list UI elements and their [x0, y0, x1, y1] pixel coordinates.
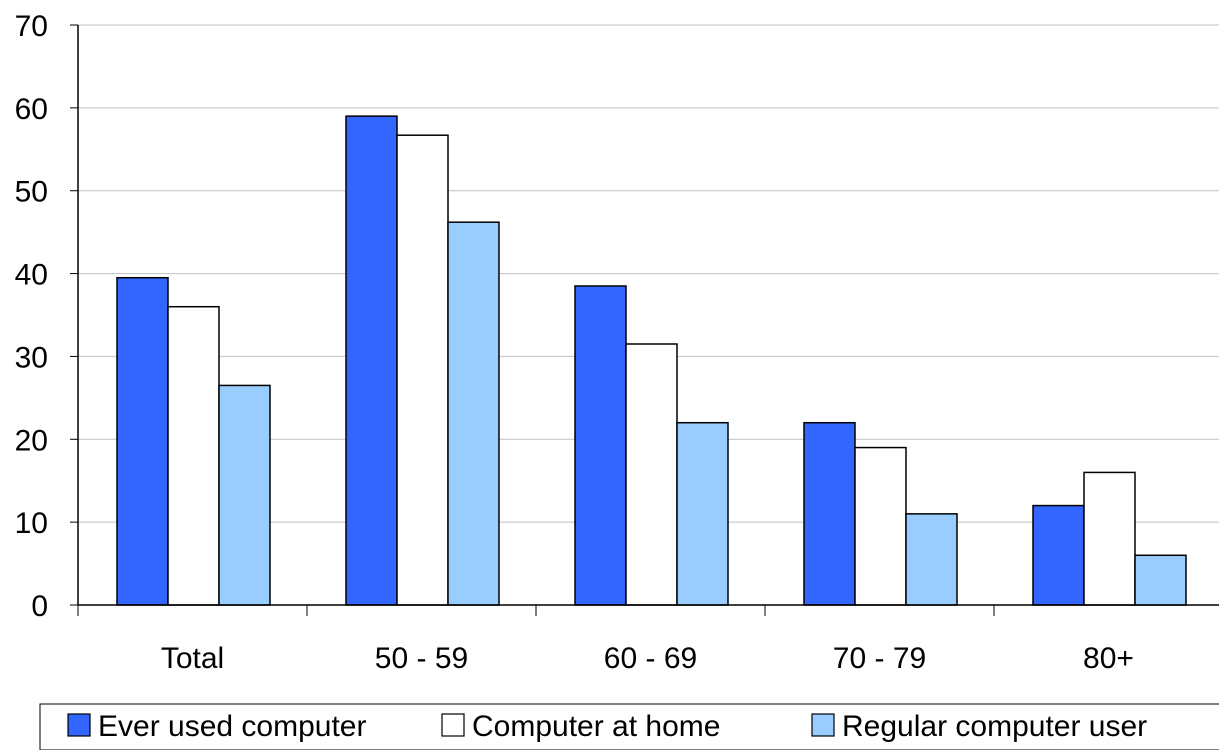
y-tick-label: 60 — [15, 93, 48, 126]
y-tick-label: 50 — [15, 176, 48, 209]
legend-swatch — [67, 713, 91, 737]
legend-frame — [39, 703, 1219, 750]
legend-label: Ever used computer — [98, 710, 366, 743]
bar-regular-computer-user-2 — [676, 421, 729, 606]
bar-regular-computer-user-3 — [905, 513, 958, 606]
y-axis-ticks: 0 10 20 30 40 50 60 70 — [15, 10, 78, 623]
bar-ever-used-computer-4 — [1032, 504, 1085, 606]
bar-regular-computer-user-0 — [218, 384, 271, 606]
legend-swatch — [441, 713, 465, 737]
bar-ever-used-computer-0 — [116, 276, 169, 606]
legend-label: Regular computer user — [842, 710, 1147, 743]
bar-computer-at-home-3 — [854, 446, 907, 606]
legend: Ever used computer Computer at home Regula… — [39, 703, 1219, 750]
x-tick-label: 80+ — [1083, 642, 1134, 675]
bar-computer-at-home-2 — [625, 343, 678, 606]
y-tick-label: 70 — [15, 10, 48, 43]
bar-ever-used-computer-1 — [345, 115, 398, 606]
bar-regular-computer-user-4 — [1134, 554, 1187, 606]
bar-ever-used-computer-2 — [574, 285, 627, 606]
y-tick-label: 20 — [15, 424, 48, 457]
x-tick-label: Total — [161, 642, 224, 675]
bars — [116, 115, 1187, 606]
y-tick-label: 40 — [15, 259, 48, 292]
bar-computer-at-home-0 — [167, 305, 220, 606]
legend-swatch — [811, 713, 835, 737]
bar-computer-at-home-4 — [1083, 471, 1136, 606]
x-tick-label: 60 - 69 — [604, 642, 697, 675]
bar-regular-computer-user-1 — [447, 221, 500, 606]
x-axis-ticks: Total 50 - 59 60 - 69 70 - 79 80+ — [77, 605, 1134, 675]
x-tick-label: 50 - 59 — [375, 642, 468, 675]
y-tick-label: 30 — [15, 341, 48, 374]
y-tick-label: 0 — [31, 590, 48, 623]
y-tick-label: 10 — [15, 507, 48, 540]
bar-ever-used-computer-3 — [803, 421, 856, 606]
x-tick-label: 70 - 79 — [833, 642, 926, 675]
bar-computer-at-home-1 — [396, 134, 449, 606]
axes — [77, 25, 1219, 606]
legend-label: Computer at home — [472, 710, 720, 743]
